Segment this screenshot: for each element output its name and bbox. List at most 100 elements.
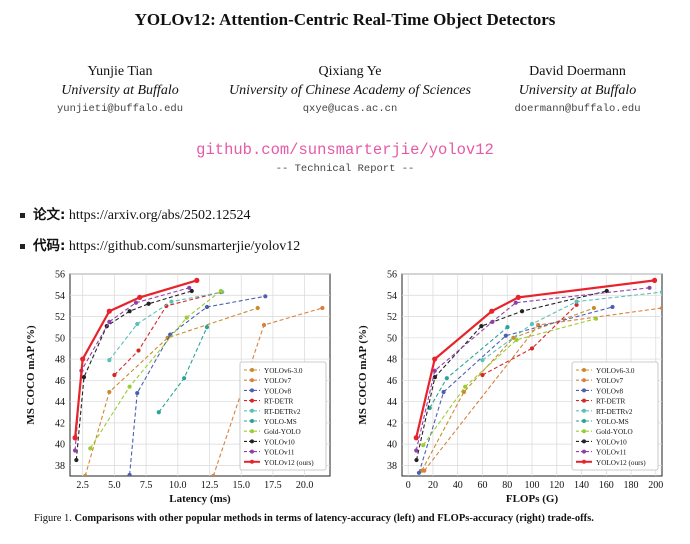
series-group bbox=[413, 277, 662, 475]
legend-entry: YOLO-MS bbox=[264, 418, 297, 426]
data-point bbox=[591, 305, 597, 311]
paper-link-url[interactable]: https://arxiv.org/abs/2502.12524 bbox=[68, 208, 251, 223]
data-point bbox=[211, 473, 216, 476]
y-tick-label: 50 bbox=[55, 333, 65, 344]
x-axis-label: FLOPs (G) bbox=[506, 493, 559, 505]
data-point bbox=[480, 358, 485, 363]
code-link-key: 代码: bbox=[33, 238, 66, 254]
data-point bbox=[112, 372, 117, 378]
legend-entry: YOLOv12 (ours) bbox=[596, 459, 646, 467]
data-point bbox=[137, 294, 143, 300]
series-line bbox=[84, 307, 258, 476]
legend-entry: YOLOv6-3.0 bbox=[264, 367, 303, 375]
legend-box bbox=[239, 361, 327, 471]
data-point bbox=[480, 372, 485, 378]
y-tick-label: 52 bbox=[387, 312, 397, 323]
x-tick-label: 200 bbox=[648, 480, 663, 491]
data-point bbox=[489, 308, 495, 314]
x-tick-label: 20.0 bbox=[296, 480, 314, 491]
data-point bbox=[182, 376, 187, 381]
data-point bbox=[519, 309, 525, 314]
data-point bbox=[127, 384, 132, 389]
data-point bbox=[479, 323, 484, 329]
y-tick-label: 56 bbox=[55, 270, 65, 281]
data-point bbox=[432, 368, 437, 373]
data-point bbox=[659, 305, 662, 311]
data-point bbox=[184, 315, 189, 320]
author-affiliation: University of Chinese Academy of Science… bbox=[229, 83, 471, 98]
author-name: Qixiang Ye bbox=[318, 64, 382, 79]
legend-entry: YOLOv7 bbox=[264, 377, 292, 385]
data-point bbox=[83, 473, 88, 476]
data-point bbox=[146, 301, 151, 306]
y-tick-label: 48 bbox=[55, 355, 65, 366]
author-email[interactable]: doermann@buffalo.edu bbox=[514, 103, 641, 115]
legend-entry: Gold-YOLO bbox=[264, 428, 301, 436]
author-block-2: Qixiang Ye University of Chinese Academy… bbox=[190, 62, 510, 119]
author-block-1: Yunjie Tian University at Buffalo yunjie… bbox=[40, 62, 200, 119]
data-point bbox=[107, 389, 112, 395]
code-link-url[interactable]: https://github.com/sunsmarterjie/yolov12 bbox=[68, 239, 301, 254]
x-tick-label: 7.5 bbox=[140, 480, 153, 491]
data-point bbox=[187, 285, 192, 290]
report-label: -- Technical Report -- bbox=[275, 163, 415, 175]
data-point bbox=[107, 358, 112, 363]
y-tick-label: 46 bbox=[387, 376, 397, 387]
series-line bbox=[89, 290, 222, 449]
data-point bbox=[647, 285, 652, 290]
data-point bbox=[463, 384, 468, 389]
data-point bbox=[659, 289, 662, 295]
data-point bbox=[88, 446, 93, 451]
data-point bbox=[529, 346, 535, 351]
y-tick-label: 42 bbox=[55, 418, 65, 429]
data-point bbox=[156, 410, 161, 415]
series-group bbox=[72, 277, 325, 476]
data-point bbox=[74, 457, 79, 463]
data-point bbox=[413, 435, 419, 441]
data-point bbox=[261, 322, 267, 328]
legend-marker bbox=[250, 368, 254, 372]
series-line bbox=[482, 304, 577, 376]
repo-link[interactable]: github.com/sunsmarterjie/yolov12 bbox=[196, 141, 494, 159]
paper-link-key: 论文: bbox=[33, 207, 66, 223]
y-tick-label: 50 bbox=[387, 333, 397, 344]
legend-entry: YOLOv11 bbox=[264, 449, 295, 457]
x-tick-label: 180 bbox=[624, 480, 639, 491]
legend-box bbox=[571, 361, 659, 471]
legend-entry: YOLOv10 bbox=[596, 438, 627, 446]
legend-marker bbox=[582, 429, 586, 434]
series-line bbox=[129, 295, 266, 475]
author-name: David Doermann bbox=[529, 64, 626, 79]
data-point bbox=[204, 304, 210, 310]
data-point bbox=[416, 470, 422, 475]
x-tick-label: 80 bbox=[502, 480, 512, 491]
legend-marker bbox=[582, 459, 586, 464]
data-point bbox=[135, 321, 140, 327]
y-tick-label: 42 bbox=[387, 418, 397, 429]
data-point bbox=[133, 300, 139, 305]
bullet-icon bbox=[20, 213, 25, 219]
x-tick-label: 120 bbox=[549, 480, 564, 491]
series-line bbox=[108, 291, 223, 361]
data-point bbox=[80, 356, 86, 362]
data-point bbox=[414, 457, 419, 463]
y-axis-label: MS COCO mAP (%) bbox=[357, 325, 369, 425]
author-email[interactable]: yunjieti@buffalo.edu bbox=[56, 103, 184, 115]
data-point bbox=[432, 356, 438, 362]
series-line bbox=[482, 291, 662, 361]
legend-marker bbox=[582, 439, 586, 444]
legend-marker bbox=[582, 378, 586, 383]
data-point bbox=[441, 389, 446, 395]
y-tick-label: 56 bbox=[387, 270, 397, 281]
legend-marker bbox=[582, 419, 586, 423]
legend-entry: RT-DETR bbox=[596, 398, 625, 406]
x-tick-label: 160 bbox=[599, 480, 614, 491]
x-tick-label: 2.5 bbox=[76, 480, 89, 491]
paper-link-item: 论文: https://arxiv.org/abs/2502.12524 bbox=[20, 203, 251, 224]
data-point bbox=[320, 305, 325, 311]
x-tick-label: 15.0 bbox=[232, 480, 250, 491]
y-tick-label: 54 bbox=[387, 291, 397, 302]
legend-marker bbox=[250, 419, 254, 423]
author-email[interactable]: qxye@ucas.ac.cn bbox=[302, 103, 398, 115]
data-point bbox=[610, 304, 615, 310]
